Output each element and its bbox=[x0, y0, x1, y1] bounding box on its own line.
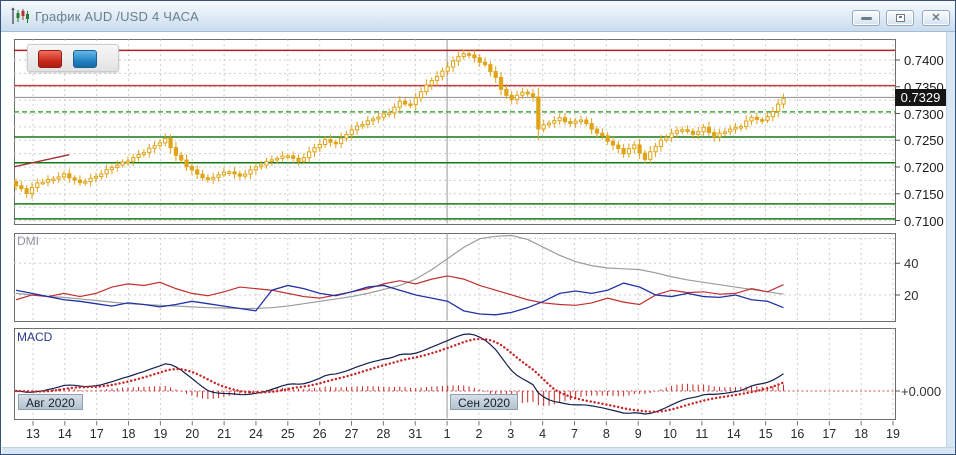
date-axis-label: 7 bbox=[570, 426, 578, 441]
month-badge-sep: Сен 2020 bbox=[450, 394, 518, 410]
macd-panel-label: MACD bbox=[17, 330, 53, 344]
date-axis-label: 17 bbox=[822, 426, 837, 441]
date-axis-label: 19 bbox=[886, 426, 900, 441]
macd-zero-label: +0.000 bbox=[901, 384, 942, 399]
date-axis-label: 19 bbox=[153, 426, 168, 441]
close-button[interactable]: ✕ bbox=[922, 10, 950, 26]
price-axis-label: 0.7200 bbox=[904, 160, 944, 175]
dmi-indicator-area[interactable] bbox=[14, 233, 895, 321]
restore-icon bbox=[895, 14, 905, 22]
date-axis-label: 4 bbox=[539, 426, 547, 441]
date-axis-label: 9 bbox=[634, 426, 642, 441]
date-axis-label: 10 bbox=[663, 426, 677, 441]
date-axis-label: 17 bbox=[89, 426, 104, 441]
titlebar[interactable]: График AUD /USD 4 ЧАСА ✕ bbox=[1, 1, 955, 32]
date-axis-label: 21 bbox=[217, 426, 232, 441]
date-axis-label: 13 bbox=[26, 426, 40, 441]
minimize-icon bbox=[860, 16, 872, 20]
frame-right bbox=[946, 32, 955, 453]
month-badge-aug: Авг 2020 bbox=[18, 394, 83, 410]
dmi-axis-label: 20 bbox=[904, 287, 919, 303]
price-axis-label: 0.7400 bbox=[904, 53, 944, 68]
date-axis-label: 11 bbox=[695, 426, 709, 441]
date-axis-label: 24 bbox=[249, 426, 263, 441]
date-axis-label: 25 bbox=[280, 426, 295, 441]
close-icon: ✕ bbox=[931, 12, 941, 24]
chart-window-icon[interactable] bbox=[10, 7, 30, 26]
date-axis-label: 20 bbox=[185, 426, 200, 441]
main-chart-area[interactable] bbox=[14, 39, 895, 224]
date-axis-label: 18 bbox=[854, 426, 869, 441]
date-axis-label: 8 bbox=[602, 426, 610, 441]
window-title: График AUD /USD 4 ЧАСА bbox=[35, 9, 199, 24]
date-axis-label: 31 bbox=[408, 426, 423, 441]
date-axis-label: 3 bbox=[507, 426, 515, 441]
date-axis-label: 14 bbox=[57, 426, 72, 441]
date-axis-label: 14 bbox=[726, 426, 741, 441]
dmi-panel-label: DMI bbox=[17, 234, 39, 248]
price-axis-label: 0.7250 bbox=[904, 133, 944, 149]
date-axis-label: 1 bbox=[443, 426, 451, 441]
date-axis-label: 28 bbox=[376, 426, 391, 441]
date-axis-label: 15 bbox=[758, 426, 773, 441]
sell-button[interactable] bbox=[38, 50, 62, 68]
restore-button[interactable] bbox=[886, 10, 914, 26]
buy-button[interactable] bbox=[73, 50, 97, 68]
minimize-button[interactable] bbox=[852, 10, 880, 26]
frame-bottom bbox=[2, 447, 954, 454]
date-axis-label: 2 bbox=[475, 426, 483, 441]
price-axis-label: 0.7150 bbox=[904, 186, 944, 202]
current-price-badge: 0.7329 bbox=[895, 89, 946, 107]
chart-mini-toolbar bbox=[27, 44, 119, 72]
date-axis-label: 18 bbox=[121, 426, 136, 441]
date-axis-label: 26 bbox=[312, 426, 327, 441]
price-axis-label: 0.7300 bbox=[904, 106, 944, 122]
date-axis-label: 27 bbox=[344, 426, 359, 441]
price-axis-label: 0.7100 bbox=[904, 213, 944, 229]
date-axis-label: 16 bbox=[790, 426, 805, 441]
dmi-axis-label: 40 bbox=[904, 256, 919, 272]
